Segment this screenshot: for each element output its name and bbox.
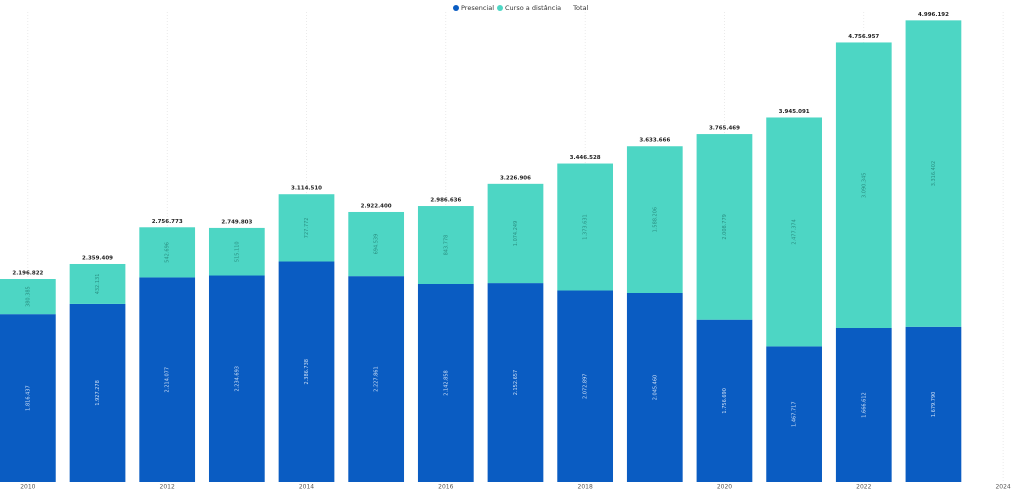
- x-tick-label: 2022: [856, 484, 871, 491]
- segment-label: 1.679.790: [931, 392, 937, 417]
- segment-label: 1.467.717: [792, 401, 798, 426]
- legend-label: Total: [572, 4, 588, 12]
- segment-label: 2.386.738: [304, 359, 310, 384]
- bar-segment: [626, 146, 683, 293]
- x-tick-label: 2012: [160, 484, 175, 491]
- segment-label: 542.696: [165, 242, 171, 263]
- segment-label: 2.152.657: [513, 370, 519, 395]
- bar-segment: [0, 314, 56, 482]
- bar-segment: [139, 277, 196, 482]
- bar-segment: [905, 20, 962, 327]
- segment-label: 1.666.612: [861, 392, 867, 417]
- total-label: 2.756.773: [152, 219, 183, 225]
- x-tick-label: 2024: [995, 484, 1010, 491]
- bar-segment: [557, 290, 614, 482]
- segment-label: 2.214.077: [165, 367, 171, 392]
- bar-segment: [696, 319, 753, 482]
- segment-label: 727.772: [304, 217, 310, 238]
- segment-label: 380.385: [25, 286, 31, 307]
- bar-segment: [348, 276, 405, 482]
- bar-segment: [417, 206, 474, 284]
- bar-segment: [557, 163, 614, 291]
- bar-segment: [0, 279, 56, 315]
- total-label: 4.996.192: [918, 12, 949, 18]
- total-label: 3.633.666: [639, 138, 670, 144]
- total-label: 2.749.803: [221, 219, 252, 225]
- total-label: 3.114.510: [291, 186, 322, 192]
- total-label: 2.196.822: [12, 271, 43, 277]
- total-label: 3.765.469: [709, 126, 740, 132]
- segment-label: 432.131: [95, 274, 101, 295]
- legend-marker: [453, 5, 459, 11]
- bar-segment: [348, 211, 405, 277]
- segment-label: 694.539: [374, 234, 380, 255]
- bar-segment: [766, 346, 822, 482]
- x-tick-label: 2016: [438, 484, 453, 491]
- segment-label: 2.234.693: [234, 366, 240, 391]
- legend-label: Presencial: [461, 4, 494, 12]
- bar-segment: [835, 42, 892, 329]
- total-label: 2.986.636: [430, 198, 461, 204]
- segment-label: 2.477.374: [792, 219, 798, 244]
- bar-segment: [278, 261, 335, 482]
- bar-segment: [905, 326, 962, 482]
- bar-segment: [696, 134, 753, 320]
- total-label: 4.756.957: [848, 34, 879, 40]
- bar-segment: [69, 263, 126, 304]
- segment-label: 2.008.779: [722, 214, 728, 239]
- segment-label: 2.227.861: [374, 366, 380, 391]
- bar-segment: [417, 283, 474, 482]
- segment-label: 843.778: [443, 235, 449, 256]
- bar-segment: [278, 194, 335, 262]
- total-label: 3.226.906: [500, 175, 531, 181]
- segment-label: 515.110: [234, 241, 240, 262]
- segment-label: 1.588.206: [652, 207, 658, 232]
- x-tick-label: 2020: [717, 484, 732, 491]
- segment-label: 3.090.345: [861, 173, 867, 198]
- segment-label: 1.373.631: [583, 214, 589, 239]
- segment-label: 1.927.278: [95, 380, 101, 405]
- x-tick-label: 2010: [20, 484, 35, 491]
- bar-segment: [835, 328, 892, 482]
- bar-segment: [487, 283, 544, 482]
- segment-label: 1.074.249: [513, 221, 519, 246]
- segment-label: 2.142.858: [443, 370, 449, 395]
- bar-segment: [208, 227, 265, 276]
- segment-label: 2.045.460: [652, 375, 658, 400]
- total-label: 3.945.091: [779, 109, 810, 115]
- legend-label: Curso a distância: [505, 4, 561, 12]
- bar-segment: [139, 227, 196, 278]
- segment-label: 1.816.437: [25, 385, 31, 410]
- total-label: 2.922.400: [361, 203, 392, 209]
- x-tick-label: 2018: [578, 484, 593, 491]
- segment-label: 1.756.690: [722, 388, 728, 413]
- bar-segment: [626, 292, 683, 482]
- bar-segment: [69, 303, 126, 482]
- total-label: 2.359.409: [82, 255, 113, 261]
- total-label: 3.446.528: [570, 155, 601, 161]
- segment-label: 2.072.897: [583, 374, 589, 399]
- bar-segment: [766, 117, 822, 347]
- segment-label: 3.316.402: [931, 161, 937, 186]
- legend-marker: [497, 5, 504, 11]
- bar-segment: [487, 183, 544, 284]
- bar-segment: [208, 275, 265, 482]
- x-tick-label: 2014: [299, 484, 314, 491]
